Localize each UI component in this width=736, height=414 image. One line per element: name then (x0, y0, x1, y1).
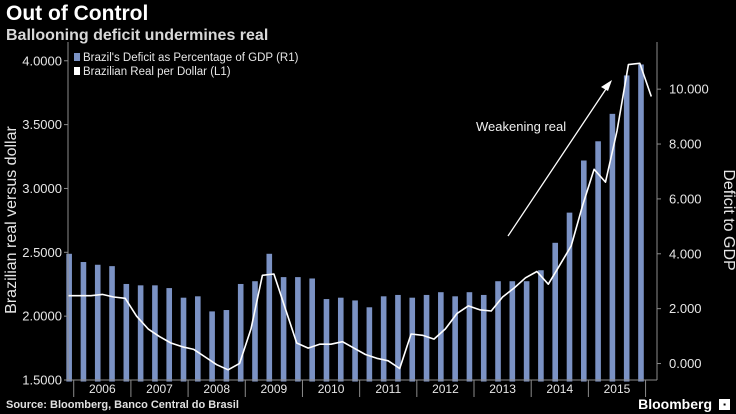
deficit-bar (538, 270, 544, 382)
deficit-bar (581, 160, 587, 382)
deficit-bar (466, 292, 473, 382)
deficit-bar (137, 285, 144, 382)
deficit-bar (566, 212, 573, 382)
right-tick-label: 4.000 (669, 246, 702, 261)
chart-title: Out of Control (6, 2, 149, 25)
deficit-bar (438, 292, 444, 382)
legend-line-swatch (74, 67, 80, 75)
deficit-bar (237, 283, 244, 382)
legend-label: Brazil's Deficit as Percentage of GDP (R… (83, 52, 299, 64)
left-tick-label: 2.5000 (22, 245, 62, 260)
axes: 1.5000 2.0000 2.5000 3.0000 3.5000 4.0000 0.00… (3, 42, 736, 397)
left-tick-label: 2.0000 (22, 309, 62, 324)
right-tick-label: 10.000 (669, 82, 709, 97)
deficit-bar (609, 113, 616, 382)
line-series (68, 62, 653, 371)
deficit-bar (595, 141, 601, 382)
right-axis-title: Deficit to GDP (720, 169, 736, 270)
right-tick-label: 0.000 (669, 356, 702, 371)
legend-bar-swatch (74, 53, 80, 61)
deficit-bar (323, 299, 330, 382)
x-tick-label: 2007 (146, 382, 173, 396)
deficit-bar (266, 253, 273, 382)
right-tick-label: 8.000 (669, 137, 702, 152)
deficit-bar (495, 281, 501, 382)
deficit-bar (423, 294, 430, 382)
left-axis-title: Brazilian real versus dollar (3, 126, 20, 314)
deficit-bar (109, 266, 115, 382)
left-tick-label: 1.5000 (22, 373, 62, 388)
deficit-bar (180, 297, 187, 382)
x-tick-label: 2010 (318, 382, 345, 396)
annotation-group: Weakening real (476, 80, 612, 237)
deficit-bar (252, 281, 258, 382)
deficit-bar (295, 277, 301, 382)
x-tick-label: 2013 (489, 382, 516, 396)
x-tick-label: 2008 (203, 382, 230, 396)
deficit-bar (195, 296, 201, 382)
annotation-arrow-shaft (507, 85, 609, 237)
bar-series (66, 64, 644, 382)
deficit-bar (223, 310, 230, 382)
deficit-bar (209, 311, 215, 382)
left-tick-label: 4.0000 (22, 53, 62, 68)
deficit-bar (509, 281, 516, 382)
deficit-bar (480, 294, 487, 382)
x-tick-label: 2006 (89, 382, 116, 396)
x-tick-label: 2014 (546, 382, 573, 396)
annotation-arrowhead (601, 80, 612, 91)
legend: Brazil's Deficit as Percentage of GDP (R… (74, 52, 299, 78)
legend-label: Brazilian Real per Dollar (L1) (83, 66, 231, 78)
deficit-bar (123, 283, 130, 382)
left-tick-label: 3.0000 (22, 181, 62, 196)
deficit-bar (309, 278, 315, 382)
deficit-bar (552, 242, 559, 382)
deficit-bar (452, 296, 458, 382)
deficit-bar (380, 296, 387, 382)
chart-subtitle: Ballooning deficit undermines real (6, 27, 269, 44)
deficit-bar (280, 277, 287, 382)
deficit-bar (337, 297, 344, 382)
deficit-bar (94, 264, 101, 382)
x-tick-label: 2011 (375, 382, 401, 396)
source-note: Source: Bloomberg, Banco Central do Bras… (6, 399, 239, 411)
bloomberg-logo: Bloomberg (638, 396, 712, 412)
deficit-bar (409, 297, 416, 382)
deficit-bar (523, 281, 530, 382)
bloomberg-terminal-icon: ▪ (719, 399, 730, 410)
deficit-bar (638, 64, 644, 382)
deficit-bar (80, 262, 87, 382)
deficit-bar (352, 300, 358, 382)
right-tick-label: 6.000 (669, 191, 702, 206)
annotation-label: Weakening real (476, 119, 566, 134)
x-tick-label: 2012 (432, 382, 459, 396)
deficit-bar (366, 307, 373, 382)
deficit-bar (623, 75, 630, 382)
deficit-bar (395, 294, 401, 382)
x-tick-label: 2009 (261, 382, 288, 396)
right-tick-label: 2.000 (669, 301, 702, 316)
deficit-bar (166, 288, 173, 382)
deficit-bar (66, 253, 72, 382)
real-per-dollar-line (68, 62, 653, 371)
left-tick-label: 3.5000 (22, 117, 62, 132)
x-tick-label: 2015 (604, 382, 631, 396)
